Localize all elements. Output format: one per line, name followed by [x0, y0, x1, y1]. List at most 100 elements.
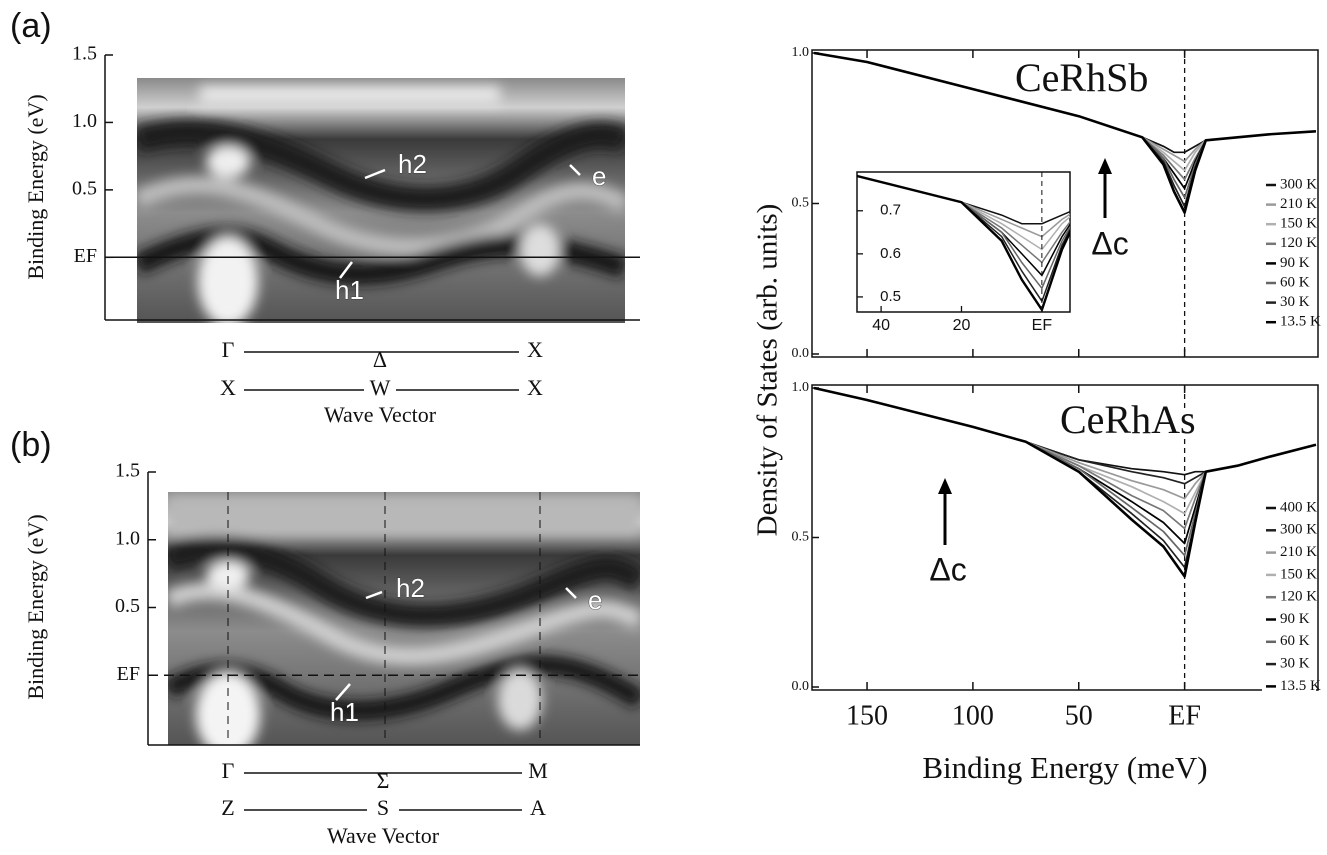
- legend-label: 120 K: [1280, 589, 1317, 605]
- y-tick-label: 1.0: [115, 527, 140, 549]
- y-axis-label: Binding Energy (eV): [23, 94, 48, 279]
- y-tick-label: 1.5: [72, 43, 97, 65]
- annotation-arrow: [364, 168, 386, 180]
- x-axis-label: Wave Vector: [327, 823, 440, 848]
- legend-background: [1262, 541, 1316, 564]
- legend-label: 90 K: [1280, 255, 1310, 271]
- y-tick-label: 1.0: [792, 45, 810, 60]
- sample-name: CeRhAs: [1060, 397, 1196, 442]
- y-axis-label: Density of States (arb. units): [752, 204, 784, 537]
- legend-background: [1262, 253, 1316, 274]
- panel-label: (b): [10, 426, 52, 464]
- gap-label: Δc: [929, 551, 966, 587]
- annotation-arrow: [365, 590, 383, 600]
- inset-plot: [857, 174, 1070, 312]
- inset-dos-curve: [857, 175, 1070, 225]
- inset-dos-curve: [857, 175, 1070, 238]
- x-tick-label: 100: [952, 700, 994, 731]
- inset-x-tick-label: 20: [953, 317, 971, 334]
- inset-x-tick-label: EF: [1032, 317, 1053, 334]
- legend-label: 300 K: [1280, 522, 1317, 538]
- band-label: h1: [330, 697, 359, 727]
- k-point-label: X: [527, 375, 543, 400]
- legend-background: [1262, 214, 1316, 234]
- legend-background: [1262, 273, 1316, 293]
- inset-dos-curve: [857, 175, 1070, 264]
- inset-y-tick-label: 0.7: [880, 202, 901, 219]
- legend-label: 13.5 K: [1280, 678, 1321, 694]
- y-tick-label: 0.5: [792, 530, 810, 545]
- band-label: h1: [335, 275, 364, 305]
- band-label: e: [592, 161, 606, 191]
- annotation-arrow: [569, 164, 581, 176]
- inset-y-tick-label: 0.5: [880, 288, 901, 305]
- k-point-label: Z: [221, 795, 234, 820]
- y-tick-label: EF: [74, 245, 97, 267]
- inset-dos-curve: [857, 175, 1070, 251]
- inset-dos-curve: [857, 174, 1070, 312]
- y-tick-label: 0.5: [115, 595, 140, 617]
- inset-frame: [856, 171, 1071, 313]
- x-axis-label: Binding Energy (meV): [922, 750, 1207, 785]
- legend-background: [1262, 175, 1316, 195]
- legend-label: 210 K: [1280, 196, 1317, 212]
- x-tick-label: EF: [1168, 700, 1201, 731]
- legend-background: [1262, 675, 1316, 698]
- k-point-label: S: [377, 795, 389, 820]
- legend-label: 300 K: [1280, 176, 1317, 192]
- inset-dos-curve: [857, 175, 1070, 277]
- arpes-image: [168, 492, 640, 745]
- k-point-label: Γ: [222, 337, 235, 362]
- gap-arrow-head: [938, 478, 952, 494]
- dos-curve: [813, 51, 1316, 214]
- panel-label: (a): [10, 7, 52, 45]
- annotation-arrow: [339, 261, 353, 279]
- inset-dos-curve: [857, 175, 1070, 303]
- legend-label: 30 K: [1280, 294, 1310, 310]
- legend-background: [1262, 586, 1316, 609]
- annotation-arrow: [565, 587, 577, 599]
- inset-dos-curve: [857, 175, 1070, 290]
- legend-label: 60 K: [1280, 633, 1310, 649]
- legend-label: 30 K: [1280, 656, 1310, 672]
- legend-label: 210 K: [1280, 544, 1317, 560]
- sample-name: CeRhSb: [1015, 55, 1148, 100]
- legend-background: [1262, 496, 1316, 520]
- legend-label: 120 K: [1280, 235, 1317, 251]
- legend-background: [1262, 630, 1316, 653]
- legend-label: 150 K: [1280, 216, 1317, 232]
- k-point-label: X: [220, 375, 236, 400]
- k-point-label: Γ: [222, 758, 235, 783]
- legend-background: [1262, 652, 1316, 676]
- legend-label: 13.5 K: [1280, 314, 1321, 330]
- legend-label: 60 K: [1280, 274, 1310, 290]
- inset-x-tick-label: 40: [872, 317, 890, 334]
- inset-y-tick-label: 0.6: [880, 245, 901, 262]
- gap-arrow-head: [1098, 158, 1112, 174]
- legend-background: [1262, 563, 1316, 587]
- y-tick-label: EF: [117, 663, 140, 685]
- k-point-label: M: [528, 758, 548, 783]
- x-axis-label: Wave Vector: [324, 402, 437, 427]
- legend-label: 150 K: [1280, 566, 1317, 582]
- k-point-label: Σ: [377, 768, 390, 793]
- y-tick-label: 1.5: [115, 460, 140, 482]
- k-point-label: X: [527, 337, 543, 362]
- y-tick-label: 0.5: [72, 177, 97, 199]
- annotation-arrow: [335, 683, 351, 701]
- x-tick-label: 50: [1065, 700, 1093, 731]
- y-tick-label: 0.5: [792, 196, 810, 211]
- k-point-label: Δ: [373, 347, 387, 372]
- y-tick-label: 1.0: [792, 380, 810, 395]
- legend-background: [1262, 292, 1316, 313]
- gap-label: Δc: [1091, 225, 1128, 261]
- legend-background: [1262, 519, 1316, 542]
- dos-curve: [813, 386, 1317, 578]
- x-tick-label: 150: [846, 700, 888, 731]
- k-point-label: A: [530, 795, 546, 820]
- y-tick-label: 1.0: [72, 110, 97, 132]
- legend-background: [1262, 194, 1316, 215]
- arpes-image: [137, 78, 625, 323]
- k-point-label: W: [370, 375, 391, 400]
